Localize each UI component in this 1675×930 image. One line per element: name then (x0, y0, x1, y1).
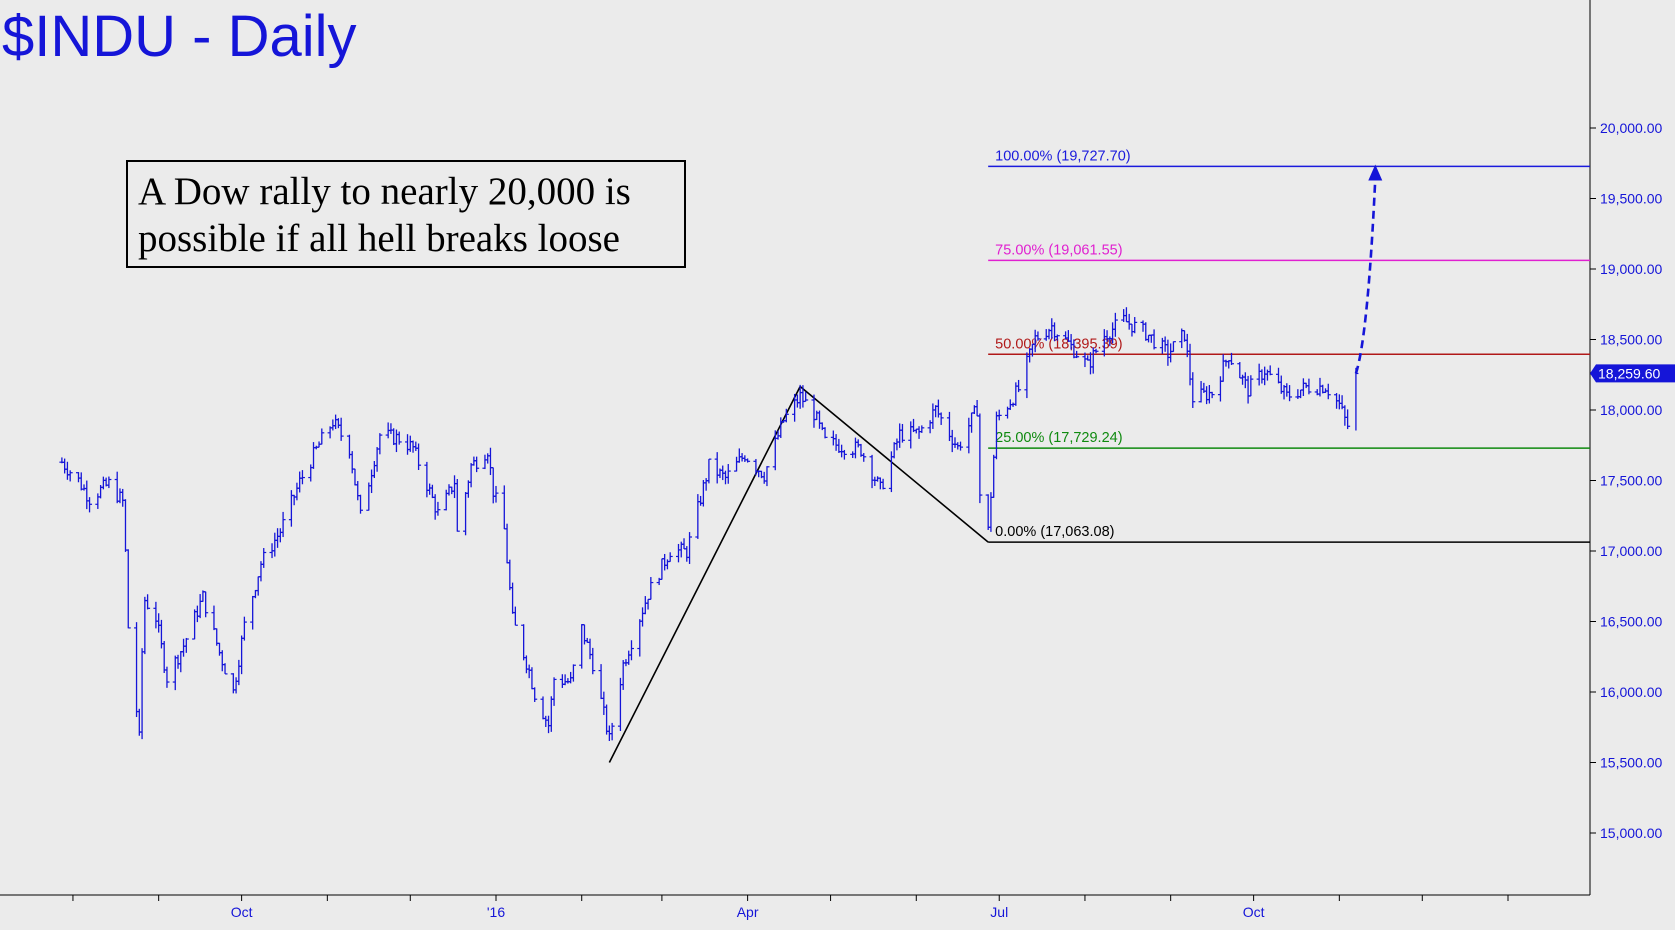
x-tick-label: Oct (1243, 904, 1265, 920)
projection-arrowhead (1368, 164, 1383, 181)
y-tick-label: 19,000.00 (1600, 261, 1662, 277)
annotation-line: A Dow rally to nearly 20,000 is (138, 170, 631, 213)
y-tick-label: 15,500.00 (1600, 755, 1662, 771)
y-tick-label: 18,500.00 (1600, 332, 1662, 348)
annotation-box: A Dow rally to nearly 20,000 is possible… (126, 160, 686, 268)
swing-line (608, 385, 989, 763)
fib-level-label: 50.00% (18,395.39) (995, 336, 1122, 352)
fib-level-label: 0.00% (17,063.08) (995, 524, 1114, 540)
chart-title: $INDU - Daily (2, 4, 357, 69)
x-tick-label: '16 (487, 904, 505, 920)
annotation-line: possible if all hell breaks loose (138, 217, 620, 260)
y-tick-label: 16,500.00 (1600, 614, 1662, 630)
y-tick-label: 20,000.00 (1600, 120, 1662, 136)
y-tick-label: 18,000.00 (1600, 402, 1662, 418)
y-tick-label: 17,500.00 (1600, 473, 1662, 489)
fib-level-label: 25.00% (17,729.24) (995, 430, 1122, 446)
x-tick-label: Apr (737, 904, 759, 920)
projection-arrow (1354, 178, 1377, 374)
price-series (59, 307, 1359, 741)
x-tick-label: Oct (231, 904, 253, 920)
y-tick-label: 17,000.00 (1600, 543, 1662, 559)
last-price-label: 18,259.60 (1598, 365, 1660, 381)
last-price-tag (1590, 364, 1675, 383)
fib-level-label: 100.00% (19,727.70) (995, 148, 1130, 164)
fib-level-label: 75.00% (19,061.55) (995, 242, 1122, 258)
y-tick-label: 19,500.00 (1600, 191, 1662, 207)
x-tick-label: Jul (990, 904, 1008, 920)
y-tick-label: 15,000.00 (1600, 825, 1662, 841)
y-tick-label: 16,000.00 (1600, 684, 1662, 700)
